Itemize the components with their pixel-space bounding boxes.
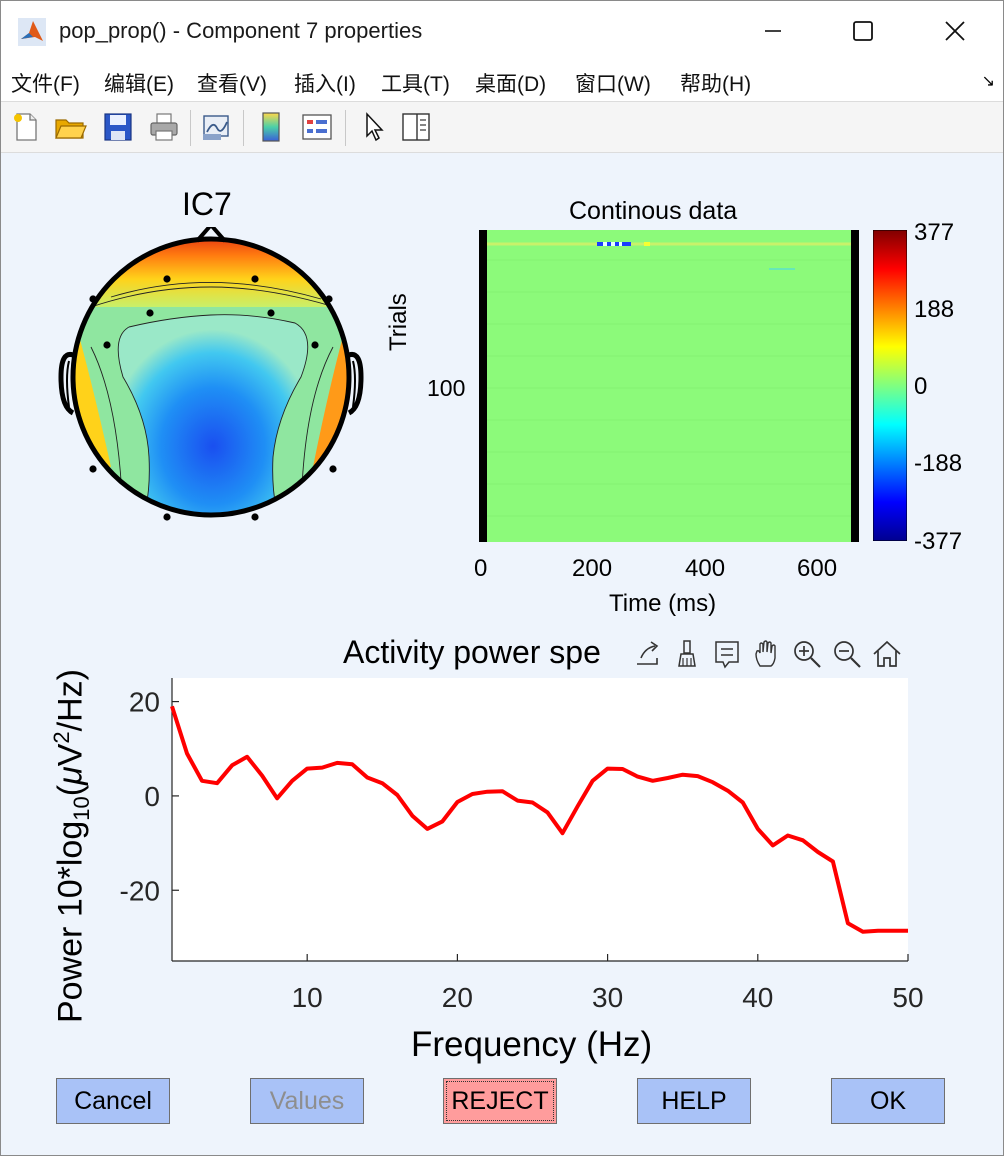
matlab-logo-icon: [18, 18, 46, 46]
dock-arrow-icon[interactable]: ↘: [981, 73, 995, 90]
property-editor-icon[interactable]: [399, 110, 433, 144]
y-tick-label: 0: [144, 781, 160, 812]
menu-tools[interactable]: 工具(T): [381, 73, 450, 96]
menu-desktop[interactable]: 桌面(D): [475, 73, 547, 96]
close-button[interactable]: [925, 7, 985, 55]
erpimage-xtick: 200: [572, 555, 613, 582]
ok-button[interactable]: OK: [831, 1078, 945, 1124]
legend-icon[interactable]: [300, 110, 334, 144]
window-title: pop_prop() - Component 7 properties: [59, 18, 423, 43]
link-plot-icon[interactable]: [199, 110, 233, 144]
zoom-in-icon[interactable]: [791, 638, 823, 670]
erpimage-xtick: 0: [474, 555, 488, 582]
colorbar-tick: 188: [914, 296, 955, 323]
toolbar-separator: [190, 110, 191, 146]
power-series-line: [170, 705, 908, 934]
x-tick-label: 30: [592, 982, 623, 1013]
figure-toolbar: [1, 102, 1003, 153]
erpimage-xtick: 600: [797, 555, 838, 582]
menu-file[interactable]: 文件(F): [11, 73, 80, 96]
minimize-button[interactable]: [743, 7, 803, 55]
topography-map[interactable]: [51, 227, 371, 537]
spectrum-ylabel: Power 10*log10(μV2/Hz): [49, 669, 95, 1023]
x-tick-label: 40: [742, 982, 773, 1013]
colorbar-tick: -188: [914, 450, 963, 477]
topo-title: IC7: [182, 186, 232, 222]
values-button[interactable]: Values: [250, 1078, 364, 1124]
open-folder-icon[interactable]: [53, 110, 87, 144]
pointer-icon[interactable]: [357, 110, 391, 144]
maximize-button[interactable]: [833, 7, 893, 55]
new-file-icon[interactable]: [9, 110, 43, 144]
figure-canvas: IC7: [1, 153, 1003, 1155]
zoom-out-icon[interactable]: [831, 638, 863, 670]
spectrum-xlabel: Frequency (Hz): [411, 1025, 653, 1064]
erpimage-xlabel: Time (ms): [609, 590, 717, 617]
y-tick-label: 20: [129, 687, 160, 718]
brush-icon[interactable]: [671, 638, 703, 670]
print-icon[interactable]: [147, 110, 181, 144]
menu-help[interactable]: 帮助(H): [680, 73, 752, 96]
home-icon[interactable]: [871, 638, 903, 670]
erpimage-xtick: 400: [685, 555, 726, 582]
toolbar-separator: [345, 110, 346, 146]
toolbar-separator: [243, 110, 244, 146]
erpimage-plot[interactable]: [479, 230, 859, 542]
x-tick-label: 10: [292, 982, 323, 1013]
axes-toolbar: [629, 635, 911, 673]
menu-window[interactable]: 窗口(W): [575, 73, 651, 96]
menu-insert[interactable]: 插入(I): [294, 73, 356, 96]
save-icon[interactable]: [101, 110, 135, 144]
reject-button[interactable]: REJECT: [443, 1078, 557, 1124]
export-icon[interactable]: [633, 638, 665, 670]
colorbar-tick: 377: [914, 219, 955, 246]
y-tick-label: -20: [120, 875, 160, 906]
x-tick-label: 50: [892, 982, 923, 1013]
help-button[interactable]: HELP: [637, 1078, 751, 1124]
datatip-icon[interactable]: [711, 638, 743, 670]
erpimage-title: Continous data: [569, 197, 738, 225]
erpimage-ytick: 100: [427, 375, 466, 401]
colorbar-icon[interactable]: [254, 110, 288, 144]
colorbar[interactable]: [873, 230, 907, 541]
cancel-button[interactable]: Cancel: [56, 1078, 170, 1124]
spectrum-title: Activity power spe: [343, 634, 601, 670]
colorbar-tick: 0: [914, 373, 928, 400]
menu-bar: 文件(F) 编辑(E) 查看(V) 插入(I) 工具(T) 桌面(D) 窗口(W…: [1, 61, 1003, 102]
pan-hand-icon[interactable]: [751, 638, 783, 670]
x-tick-label: 20: [442, 982, 473, 1013]
colorbar-tick: -377: [914, 528, 963, 555]
plot-area: [172, 678, 908, 961]
title-bar[interactable]: pop_prop() - Component 7 properties: [1, 1, 1003, 61]
power-spectrum-chart[interactable]: 10 20 30 40 50 200-20: [1, 153, 1003, 1073]
menu-edit[interactable]: 编辑(E): [104, 73, 174, 96]
menu-view[interactable]: 查看(V): [197, 73, 267, 96]
